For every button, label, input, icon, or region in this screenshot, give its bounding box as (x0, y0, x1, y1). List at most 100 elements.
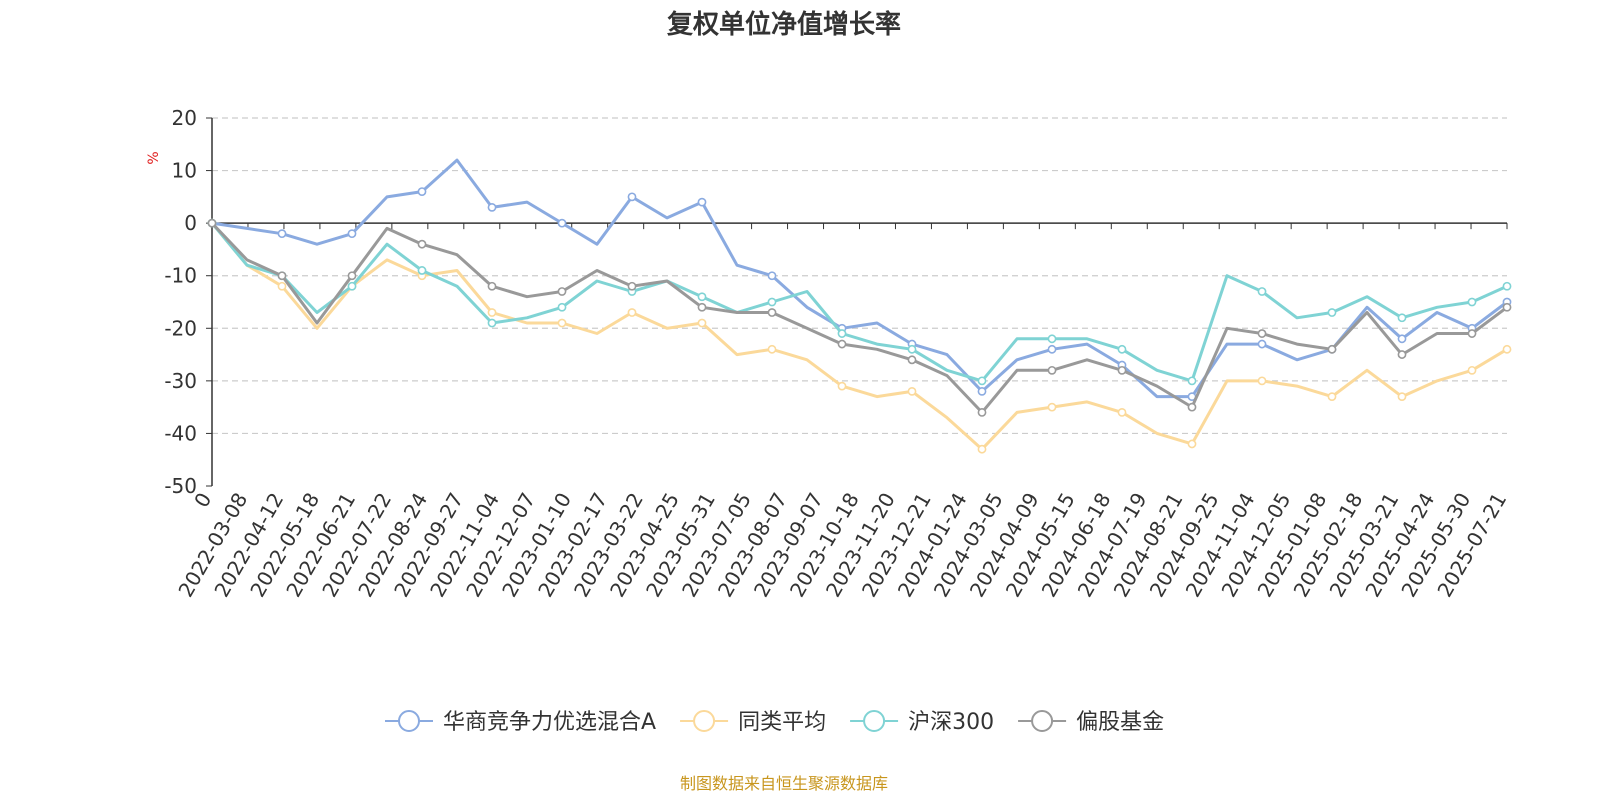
series-point (557, 318, 567, 328)
legend-label: 偏股基金 (1076, 710, 1164, 735)
series-point (627, 281, 637, 291)
axes: 20100-10-20-30-40-5002022-03-082022-04-1… (164, 106, 1511, 601)
series-point (907, 344, 917, 354)
series-point (1502, 302, 1512, 312)
series-point (1257, 339, 1267, 349)
series-point (1327, 344, 1337, 354)
series-point (1397, 313, 1407, 323)
legend-item-2[interactable]: 沪深300 (850, 710, 994, 735)
series-point (697, 197, 707, 207)
series-point (277, 281, 287, 291)
series-point (277, 229, 287, 239)
series-point (1397, 334, 1407, 344)
series-point (1467, 365, 1477, 375)
series-point (207, 218, 217, 228)
series-point (1187, 402, 1197, 412)
series-point (907, 386, 917, 396)
series-point (1257, 329, 1267, 338)
x-tick-label: 0 (189, 489, 216, 512)
series-point (767, 297, 777, 307)
y-tick-label: 10 (172, 159, 197, 183)
series-point (487, 318, 497, 328)
y-tick-label: -10 (164, 264, 197, 288)
series-point (697, 302, 707, 312)
series-point (557, 302, 567, 312)
legend-swatch-marker (693, 710, 716, 732)
legend-item-1[interactable]: 同类平均 (680, 710, 826, 735)
series-point (487, 308, 497, 317)
legend-swatch-marker (398, 710, 420, 732)
series-point (1047, 334, 1057, 344)
series-point (1257, 287, 1267, 296)
series-lines (207, 158, 1512, 454)
series-line-1 (210, 221, 1509, 451)
series-point (1117, 344, 1127, 354)
series-point (417, 266, 427, 275)
y-axis-unit-label: % (146, 151, 162, 164)
series-point (1117, 365, 1127, 375)
series-point (277, 271, 287, 281)
series-point (1327, 308, 1337, 317)
series-point (1467, 297, 1477, 307)
legend-label: 华商竞争力优选混合A (443, 710, 656, 735)
series-line-3 (210, 221, 1509, 414)
legend[interactable]: 华商竞争力优选混合A 同类平均 沪深300 偏股基金 (385, 710, 1164, 735)
series-point (697, 318, 707, 328)
series-point (837, 329, 847, 338)
series-point (767, 344, 777, 354)
gridlines (212, 117, 1507, 435)
series-point (1047, 402, 1057, 412)
legend-label: 同类平均 (738, 710, 826, 735)
series-point (1397, 392, 1407, 402)
series-point (1327, 392, 1337, 402)
series-point (557, 287, 567, 296)
series-point (627, 192, 637, 202)
series-point (767, 271, 777, 281)
series-point (837, 381, 847, 391)
legend-swatch-marker (863, 710, 886, 732)
series-point (837, 339, 847, 349)
series-point (977, 444, 987, 454)
series-point (1047, 365, 1057, 375)
series-point (1187, 376, 1197, 386)
series-point (1187, 439, 1197, 449)
series-point (1047, 344, 1057, 354)
series-point (417, 187, 427, 196)
y-tick-label: -30 (164, 369, 197, 393)
series-point (347, 281, 357, 291)
series-point (767, 308, 777, 317)
y-tick-label: 0 (184, 211, 197, 235)
y-tick-label: -50 (164, 474, 197, 498)
series-point (557, 218, 567, 228)
series-point (977, 386, 987, 396)
series-point (1397, 350, 1407, 359)
y-tick-label: -20 (164, 316, 197, 340)
series-line-2 (210, 221, 1509, 383)
y-tick-label: -40 (164, 421, 197, 445)
series-point (1257, 376, 1267, 386)
series-point (347, 229, 357, 239)
series-point (487, 202, 497, 212)
series-point (1117, 407, 1127, 417)
series-point (1502, 344, 1512, 354)
legend-label: 沪深300 (908, 710, 994, 735)
source-note: 制图数据来自恒生聚源数据库 (680, 774, 888, 793)
series-point (1502, 281, 1512, 291)
series-point (347, 271, 357, 281)
series-point (907, 355, 917, 365)
y-tick-label: 20 (172, 106, 197, 130)
series-point (487, 281, 497, 291)
series-point (977, 376, 987, 386)
chart-title: 复权单位净值增长率 (667, 9, 901, 40)
series-point (697, 292, 707, 302)
series-point (627, 308, 637, 317)
legend-item-0[interactable]: 华商竞争力优选混合A (385, 710, 656, 735)
series-point (1467, 329, 1477, 338)
series-line-0 (210, 158, 1509, 399)
legend-item-3[interactable]: 偏股基金 (1018, 710, 1164, 735)
series-point (977, 407, 987, 417)
legend-swatch-marker (1031, 710, 1054, 732)
series-point (417, 239, 427, 249)
